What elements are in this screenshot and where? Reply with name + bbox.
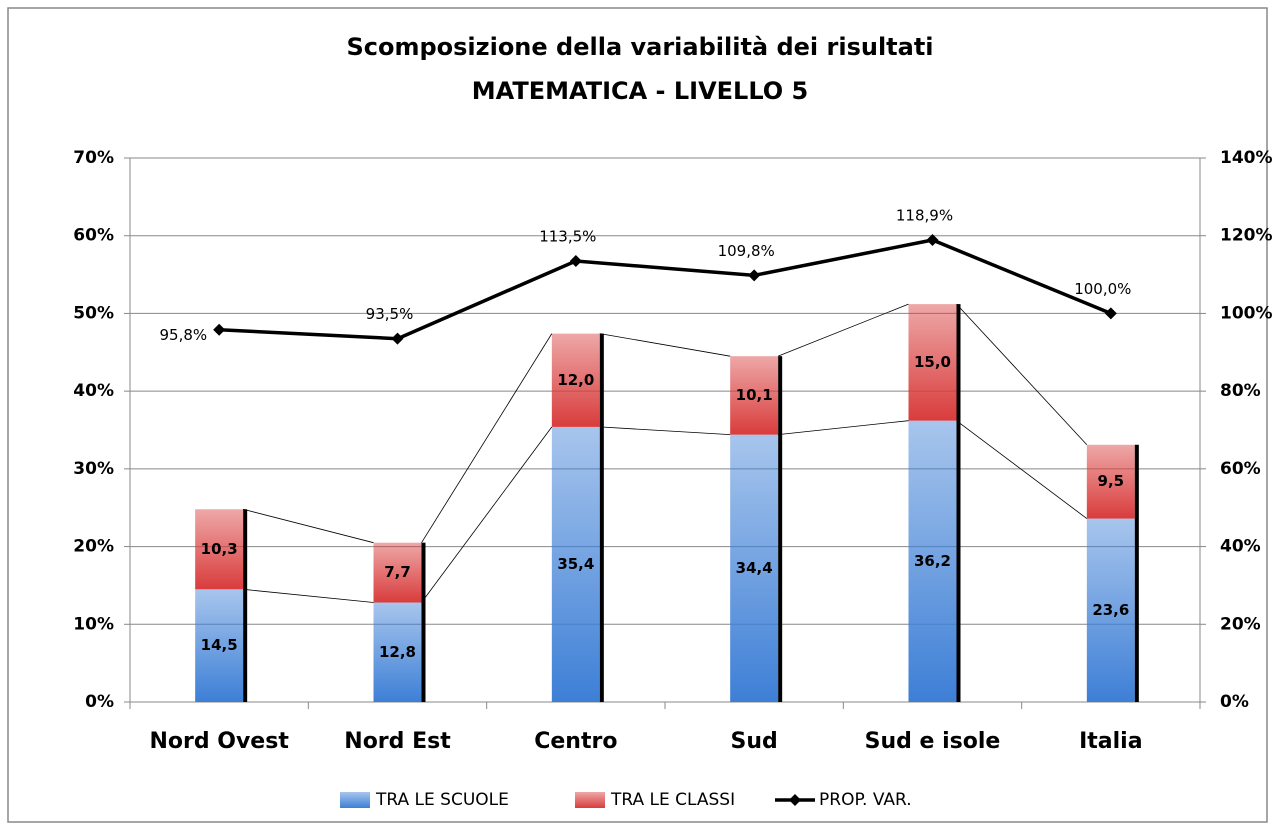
series-line xyxy=(956,303,1088,446)
data-label: 35,4 xyxy=(557,555,594,573)
data-label: 14,5 xyxy=(201,636,238,654)
series-line xyxy=(778,420,909,436)
data-label: 93,5% xyxy=(366,305,414,323)
y2-tick-label: 20% xyxy=(1220,614,1261,634)
x-tick-label: Nord Est xyxy=(344,729,451,754)
data-label: 34,4 xyxy=(736,559,773,577)
bar-segment xyxy=(730,356,779,435)
y2-tick-label: 80% xyxy=(1220,381,1261,401)
y-tick-label: 30% xyxy=(73,459,114,479)
bar-shadow xyxy=(778,356,783,702)
data-label: 113,5% xyxy=(539,227,596,245)
data-label: 100,0% xyxy=(1074,280,1131,298)
line-marker xyxy=(213,323,226,336)
bar-shadow xyxy=(1134,444,1139,702)
data-label: 7,7 xyxy=(384,563,411,581)
data-label: 95,8% xyxy=(160,326,208,344)
legend-label: TRA LE SCUOLE xyxy=(375,790,509,810)
bar-shadow xyxy=(599,333,604,702)
y-tick-label: 0% xyxy=(85,692,114,712)
data-label: 10,1 xyxy=(736,386,773,404)
y-tick-label: 60% xyxy=(73,226,114,246)
legend-swatch xyxy=(340,792,370,808)
legend-label: TRA LE CLASSI xyxy=(610,790,735,810)
bar-segment xyxy=(1086,518,1135,702)
data-label: 23,6 xyxy=(1092,601,1129,619)
bar-segment xyxy=(730,434,779,702)
data-label: 9,5 xyxy=(1098,472,1125,490)
series-line xyxy=(599,333,731,357)
bar-segment xyxy=(1086,444,1135,519)
bar-segment xyxy=(195,509,244,590)
y2-tick-label: 60% xyxy=(1220,459,1261,479)
line-marker xyxy=(748,269,761,282)
y2-tick-label: 100% xyxy=(1220,303,1273,323)
y-tick-label: 40% xyxy=(73,381,114,401)
bar-segment xyxy=(908,420,957,702)
x-tick-label: Sud e isole xyxy=(865,729,1001,754)
line-marker xyxy=(391,332,404,345)
line-marker xyxy=(569,254,582,267)
data-label: 109,8% xyxy=(718,242,775,260)
x-tick-label: Centro xyxy=(534,729,617,754)
chart-subtitle: MATEMATICA - LIVELLO 5 xyxy=(472,77,809,105)
y-tick-label: 10% xyxy=(73,614,114,634)
series-line xyxy=(243,588,374,603)
data-label: 10,3 xyxy=(201,540,238,558)
y2-tick-label: 40% xyxy=(1220,537,1261,557)
y2-tick-label: 140% xyxy=(1220,148,1273,168)
bar-segment xyxy=(551,333,600,427)
bar-shadow xyxy=(421,542,426,702)
legend-swatch xyxy=(789,794,801,806)
data-label: 15,0 xyxy=(914,353,951,371)
y-tick-label: 70% xyxy=(73,148,114,168)
series-line xyxy=(956,420,1088,519)
legend-label: PROP. VAR. xyxy=(819,790,912,810)
series-line xyxy=(778,303,909,357)
series-line xyxy=(599,426,731,436)
bar-segment xyxy=(373,602,422,702)
y-tick-label: 50% xyxy=(73,303,114,323)
x-tick-label: Nord Ovest xyxy=(149,729,289,754)
line-marker xyxy=(926,233,939,246)
series-line xyxy=(421,426,553,603)
bar-shadow xyxy=(243,509,248,702)
bar-segment xyxy=(195,589,244,702)
x-tick-label: Sud xyxy=(731,729,778,754)
y2-tick-label: 0% xyxy=(1220,692,1249,712)
data-label: 12,8 xyxy=(379,643,416,661)
chart-title: Scomposizione della variabilità dei risu… xyxy=(346,33,933,61)
x-tick-label: Italia xyxy=(1079,729,1142,754)
legend-swatch xyxy=(575,792,605,808)
series-line xyxy=(243,508,374,544)
bar-segment xyxy=(373,542,422,603)
bar-shadow xyxy=(956,304,961,702)
data-label: 118,9% xyxy=(896,206,953,224)
bar-segment xyxy=(551,426,600,702)
line xyxy=(219,238,1112,341)
y2-tick-label: 120% xyxy=(1220,226,1273,246)
y-tick-label: 20% xyxy=(73,537,114,557)
bar-segment xyxy=(908,304,957,421)
series-line xyxy=(421,333,553,543)
data-label: 36,2 xyxy=(914,552,951,570)
line-marker xyxy=(1104,307,1117,320)
data-label: 12,0 xyxy=(557,371,594,389)
